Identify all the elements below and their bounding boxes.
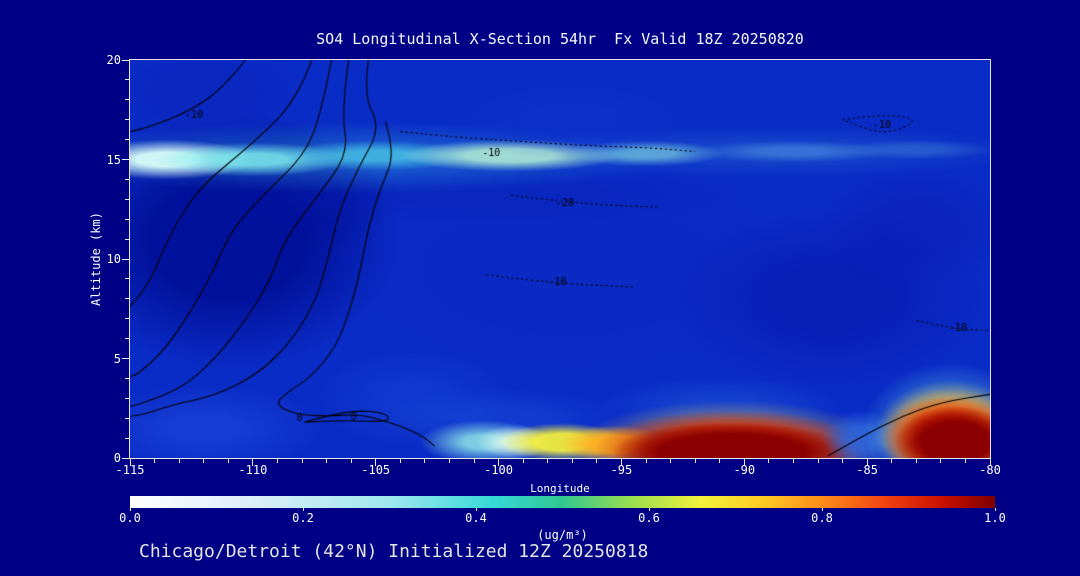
y-tick-mark (122, 59, 129, 61)
y-tick-mark (125, 338, 129, 340)
x-tick-mark (448, 459, 450, 463)
colorbar-tick-mark (129, 508, 131, 511)
x-tick-mark (866, 459, 868, 466)
y-tick-label: 10 (106, 252, 121, 266)
x-tick-mark (326, 459, 328, 463)
y-tick-mark (125, 377, 129, 379)
y-tick-mark (122, 358, 129, 359)
y-tick-mark (125, 218, 129, 220)
x-tick-mark (424, 459, 426, 463)
x-tick-label: -110 (238, 463, 268, 477)
x-tick-mark (350, 459, 352, 463)
x-tick-label: -90 (733, 463, 756, 477)
plot-area (129, 59, 991, 459)
x-tick-mark (522, 459, 524, 463)
y-tick-mark (125, 278, 129, 280)
y-tick-label: 20 (106, 53, 121, 67)
y-axis-title: Altitude (km) (89, 212, 103, 306)
x-tick-mark (645, 459, 647, 463)
x-tick-mark (620, 459, 622, 466)
y-tick-mark (122, 457, 129, 459)
caption: Chicago/Detroit (42°N) Initialized 12Z 2… (139, 541, 649, 562)
x-tick-mark (670, 459, 672, 463)
y-tick-mark (125, 198, 129, 200)
x-tick-mark (792, 459, 794, 463)
x-tick-mark (252, 459, 254, 466)
x-tick-mark (596, 459, 598, 463)
x-tick-mark (842, 459, 844, 463)
y-tick-mark (122, 159, 129, 160)
colorbar-tick-mark (648, 508, 650, 511)
x-tick-label: -85 (856, 463, 878, 477)
y-tick-mark (125, 99, 129, 101)
y-tick-label: 0 (113, 451, 121, 465)
x-tick-mark (203, 459, 205, 463)
x-tick-mark (301, 459, 303, 463)
x-tick-mark (375, 459, 377, 466)
y-tick-mark (125, 79, 129, 81)
y-tick-mark (122, 258, 129, 260)
colorbar-tick-label: 0.6 (638, 511, 660, 525)
x-tick-mark (547, 459, 549, 463)
y-tick-mark (125, 417, 129, 419)
colorbar-tick-label: 0.4 (465, 511, 487, 525)
colorbar-tick-label: 1.0 (984, 511, 1006, 525)
x-axis-title: Longitude (530, 482, 590, 495)
x-tick-mark (989, 459, 991, 466)
y-tick-mark (125, 238, 129, 240)
x-tick-mark (571, 459, 573, 463)
colorbar-tick-mark (475, 508, 477, 511)
y-tick-mark (125, 119, 129, 121)
plot-canvas (130, 60, 990, 458)
x-tick-mark (399, 459, 401, 463)
colorbar-tick-mark (994, 508, 996, 511)
x-tick-mark (694, 459, 696, 463)
y-tick-mark (125, 318, 129, 320)
x-tick-label: -105 (361, 463, 391, 477)
x-tick-label: -115 (115, 463, 145, 477)
x-tick-mark (768, 459, 770, 463)
x-tick-mark (719, 459, 721, 463)
colorbar (130, 496, 995, 508)
x-tick-mark (817, 459, 819, 463)
x-tick-mark (743, 459, 745, 466)
y-tick-mark (125, 397, 129, 399)
colorbar-tick-label: 0.0 (119, 511, 141, 525)
colorbar-tick-label: 0.2 (292, 511, 314, 525)
x-tick-mark (940, 459, 942, 463)
x-tick-mark (129, 459, 131, 466)
x-tick-mark (276, 459, 278, 463)
x-tick-label: -80 (979, 463, 1001, 477)
plot-title: SO4 Longitudinal X-Section 54hr Fx Valid… (316, 30, 804, 48)
y-tick-mark (125, 298, 129, 300)
y-tick-label: 5 (113, 351, 121, 366)
y-tick-mark (125, 178, 129, 180)
x-tick-label: -100 (484, 463, 514, 477)
colorbar-tick-mark (302, 508, 304, 511)
x-tick-mark (498, 459, 500, 466)
y-tick-label: 15 (106, 152, 121, 167)
x-tick-mark (178, 459, 180, 463)
x-tick-mark (915, 459, 917, 463)
y-tick-mark (125, 139, 129, 141)
x-tick-mark (964, 459, 966, 463)
colorbar-tick-label: 0.8 (811, 511, 833, 525)
y-tick-mark (125, 437, 129, 439)
colorbar-units: (ug/m³) (537, 528, 588, 542)
x-tick-mark (891, 459, 893, 463)
colorbar-tick-mark (821, 508, 823, 511)
x-tick-mark (227, 459, 229, 463)
x-tick-label: -95 (610, 463, 633, 477)
x-tick-mark (473, 459, 475, 463)
x-tick-mark (154, 459, 156, 463)
